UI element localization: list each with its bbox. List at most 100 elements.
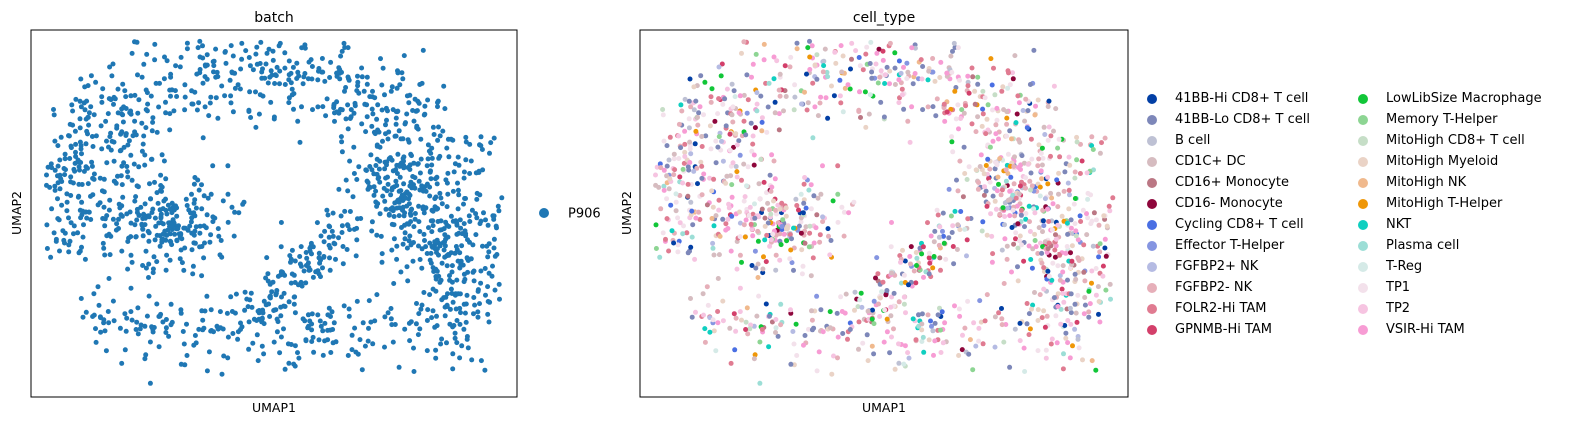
data-point	[778, 301, 784, 307]
data-point	[1072, 326, 1078, 332]
data-point	[878, 99, 884, 105]
data-point	[807, 38, 812, 44]
data-point	[231, 233, 237, 239]
data-point	[428, 260, 434, 266]
data-point	[766, 80, 772, 86]
data-point	[294, 76, 300, 81]
legend-item: Effector T-Helper	[1147, 235, 1310, 256]
data-point	[400, 207, 405, 213]
legend-item: MitoHigh CD8+ T cell	[1358, 130, 1542, 151]
legend-label: TP1	[1386, 280, 1411, 295]
data-point	[170, 217, 176, 223]
data-point	[191, 181, 197, 187]
data-point	[695, 181, 700, 187]
data-point	[295, 350, 300, 356]
data-point	[926, 255, 932, 261]
data-point	[744, 305, 750, 311]
data-point	[236, 210, 242, 216]
data-point	[684, 230, 690, 236]
data-point	[778, 242, 784, 248]
data-point	[1039, 260, 1045, 266]
data-point	[393, 133, 399, 139]
data-point	[444, 340, 449, 346]
data-point	[688, 212, 694, 218]
data-point	[248, 115, 254, 120]
data-point	[1090, 243, 1096, 249]
data-point	[1074, 134, 1080, 140]
legend-marker	[1358, 303, 1368, 314]
data-point	[471, 278, 477, 284]
data-point	[1093, 367, 1099, 373]
data-point	[395, 70, 401, 76]
data-point	[292, 310, 298, 316]
data-point	[449, 269, 455, 275]
data-point	[696, 110, 702, 116]
data-point	[162, 54, 167, 60]
data-point	[100, 216, 106, 221]
data-point	[282, 65, 288, 71]
data-point	[1063, 250, 1069, 256]
data-point	[1081, 269, 1087, 275]
data-point	[760, 270, 766, 276]
data-point	[417, 82, 423, 87]
data-point	[139, 120, 145, 126]
data-point	[152, 237, 158, 243]
data-point	[52, 183, 58, 189]
data-point	[418, 136, 424, 142]
data-point	[734, 174, 740, 180]
data-point	[388, 306, 394, 311]
data-point	[687, 76, 693, 82]
data-point	[321, 239, 327, 245]
data-point	[210, 219, 216, 225]
data-point	[384, 117, 389, 123]
data-point	[661, 187, 667, 193]
data-point	[384, 188, 390, 194]
data-point	[196, 187, 202, 193]
data-point	[812, 62, 818, 68]
data-point	[327, 327, 333, 333]
data-point	[167, 206, 173, 212]
data-point	[1062, 323, 1068, 328]
data-point	[159, 184, 165, 190]
data-point	[704, 284, 710, 290]
data-point	[1028, 257, 1034, 262]
data-point	[360, 320, 366, 326]
data-point	[725, 226, 731, 231]
data-point	[168, 93, 173, 99]
data-point	[258, 39, 264, 45]
data-point	[452, 330, 458, 336]
data-point	[1019, 242, 1024, 248]
data-point	[749, 148, 755, 154]
data-point	[247, 89, 253, 95]
data-point	[478, 280, 484, 286]
data-point	[48, 161, 54, 167]
data-point	[1063, 330, 1069, 336]
data-point	[278, 244, 284, 250]
data-point	[154, 232, 160, 238]
data-point	[491, 236, 497, 242]
data-point	[382, 92, 387, 98]
data-point	[146, 213, 152, 219]
data-point	[217, 252, 223, 258]
data-point	[424, 348, 430, 354]
data-point	[996, 310, 1002, 316]
data-point	[269, 289, 275, 295]
data-point	[876, 301, 881, 307]
data-point	[1055, 222, 1061, 228]
data-point	[1102, 236, 1108, 242]
data-point	[965, 83, 971, 89]
data-point	[658, 165, 664, 171]
data-point	[178, 307, 184, 313]
data-point	[896, 100, 902, 106]
data-point	[217, 309, 223, 315]
data-point	[396, 128, 402, 134]
legend-label: MitoHigh T-Helper	[1386, 196, 1503, 211]
legend-item: 41BB-Lo CD8+ T cell	[1147, 109, 1310, 130]
data-point	[133, 234, 139, 240]
data-point	[341, 40, 347, 46]
data-point	[715, 320, 721, 326]
data-point	[257, 92, 263, 98]
data-point	[382, 166, 388, 172]
data-point	[303, 250, 309, 255]
data-point	[325, 312, 331, 318]
